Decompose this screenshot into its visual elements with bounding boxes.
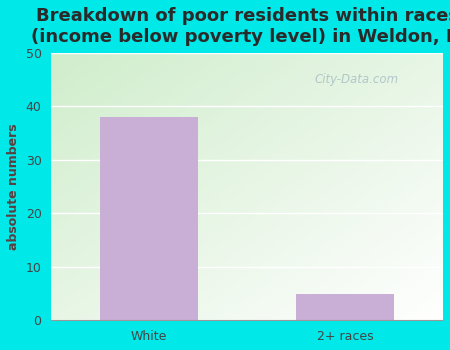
Text: City-Data.com: City-Data.com	[315, 73, 399, 86]
Y-axis label: absolute numbers: absolute numbers	[7, 123, 20, 250]
Bar	[296, 294, 394, 320]
Bar	[100, 117, 198, 320]
Title: Breakdown of poor residents within races
(income below poverty level) in Weldon,: Breakdown of poor residents within races…	[31, 7, 450, 46]
